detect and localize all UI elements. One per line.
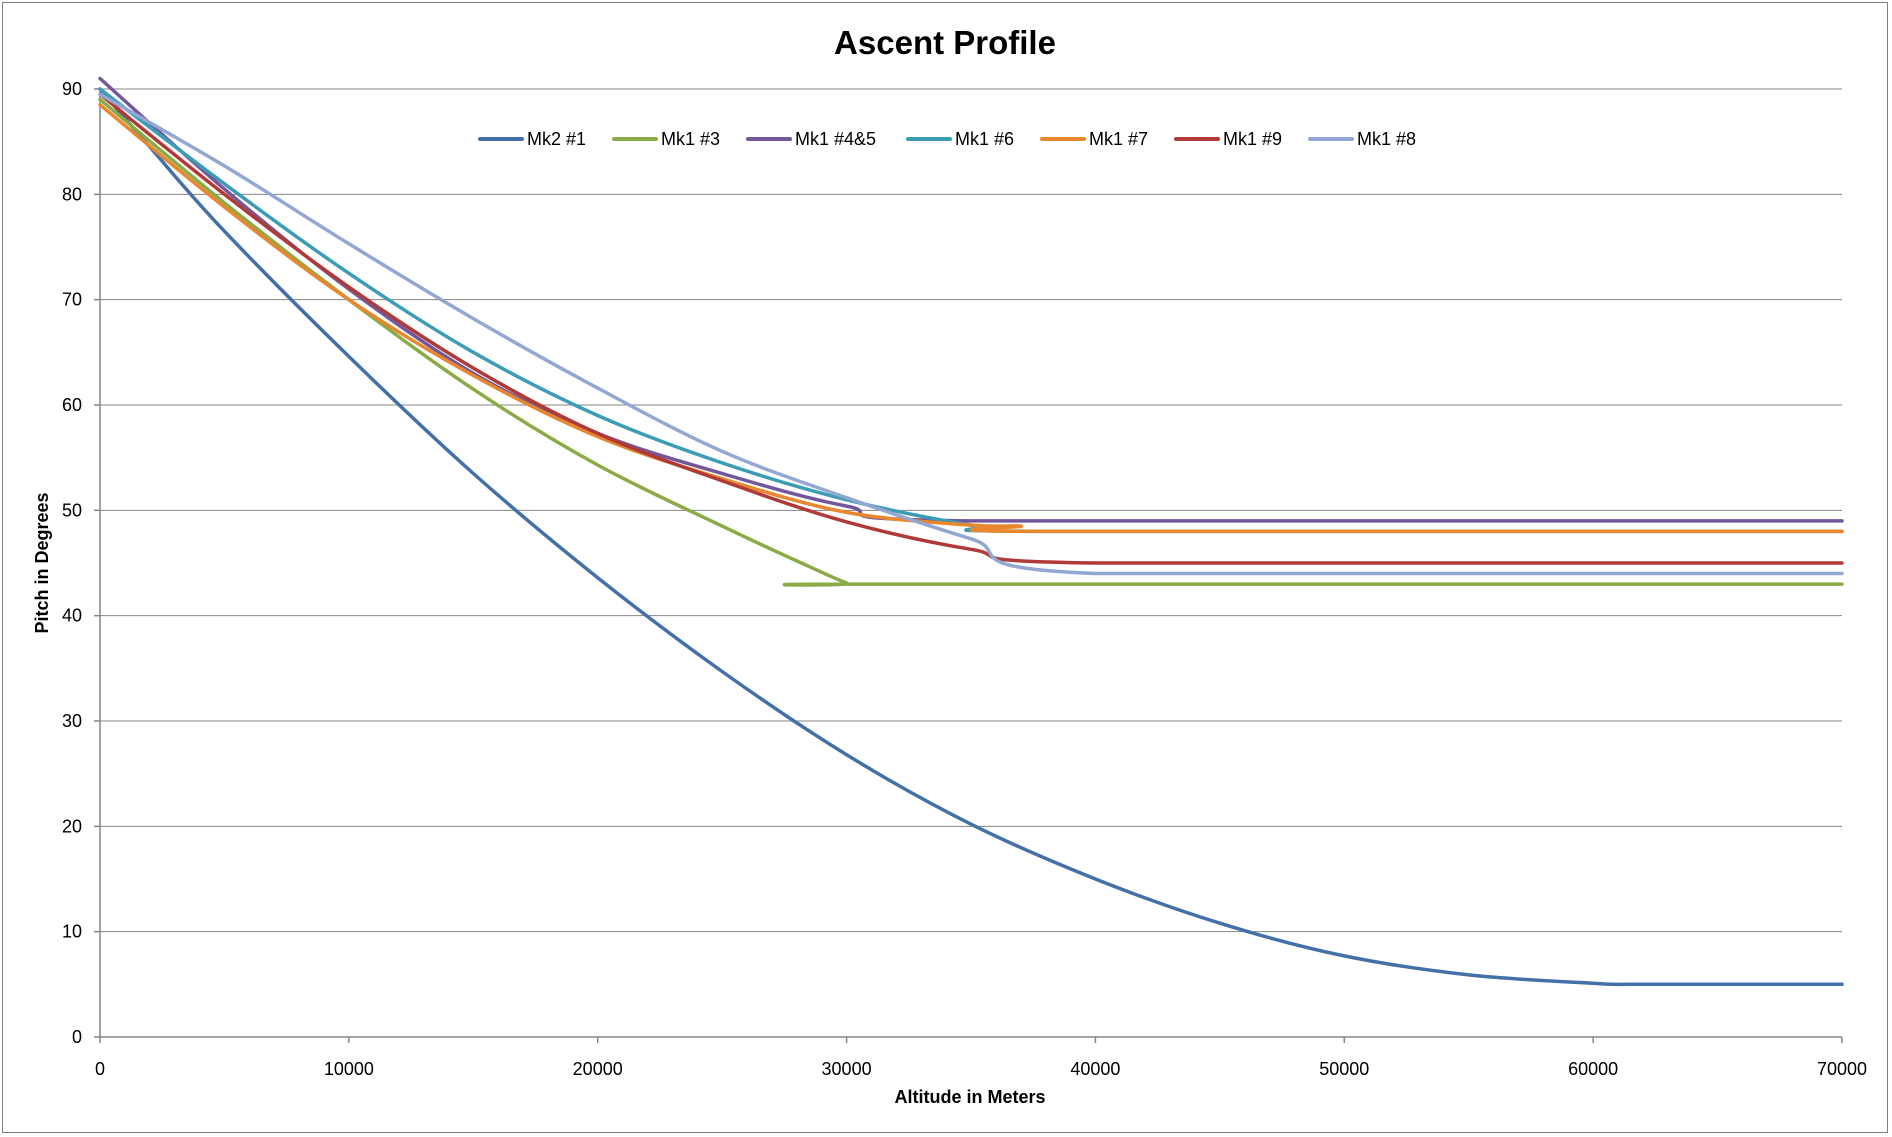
series-line-mk1-8 <box>98 92 1844 576</box>
x-axis-label: Altitude in Meters <box>894 1087 1045 1107</box>
x-tick-labels: 0 10000 20000 30000 40000 50000 60000 70000 <box>95 1059 1867 1079</box>
x-tick-label: 70000 <box>1817 1059 1867 1079</box>
x-tick-label: 20000 <box>573 1059 623 1079</box>
y-tick-label: 70 <box>62 290 82 310</box>
x-tick-label: 0 <box>95 1059 105 1079</box>
legend-label-mk1-8: Mk1 #8 <box>1357 129 1416 149</box>
x-tick-label: 60000 <box>1568 1059 1618 1079</box>
y-tick-label: 90 <box>62 79 82 99</box>
legend-label-mk1-9: Mk1 #9 <box>1223 129 1282 149</box>
y-tick-label: 50 <box>62 500 82 520</box>
y-tick-label: 10 <box>62 922 82 942</box>
y-tick-label: 30 <box>62 711 82 731</box>
series-line-mk1-7 <box>98 103 1844 534</box>
gridlines <box>94 88 1843 1043</box>
series-line-mk1-9 <box>98 92 1844 565</box>
y-tick-label: 20 <box>62 816 82 836</box>
y-tick-label: 0 <box>72 1027 82 1047</box>
x-tick-label: 10000 <box>324 1059 374 1079</box>
legend: Mk2 #1 Mk1 #3 Mk1 #4&5 Mk1 #6 Mk1 #7 Mk1 #9 Mk… <box>478 129 1416 149</box>
series-line-mk1-3 <box>98 97 1844 587</box>
legend-label-mk2-1: Mk2 #1 <box>527 129 586 149</box>
y-axis-label: Pitch in Degrees <box>32 492 52 633</box>
legend-label-mk1-6: Mk1 #6 <box>955 129 1014 149</box>
legend-label-mk1-7: Mk1 #7 <box>1089 129 1148 149</box>
x-tick-label: 50000 <box>1319 1059 1369 1079</box>
y-tick-label: 80 <box>62 184 82 204</box>
series-line-mk2-1 <box>98 87 1844 987</box>
x-tick-label: 40000 <box>1070 1059 1120 1079</box>
x-tick-label: 30000 <box>822 1059 872 1079</box>
y-tick-labels: 0 10 20 30 40 50 60 70 80 90 <box>62 79 82 1047</box>
y-tick-label: 60 <box>62 395 82 415</box>
series-lines <box>98 76 1844 987</box>
chart-title: Ascent Profile <box>834 24 1056 61</box>
y-tick-label: 40 <box>62 606 82 626</box>
axes <box>99 89 1842 1038</box>
legend-label-mk1-4-5: Mk1 #4&5 <box>795 129 876 149</box>
legend-label-mk1-3: Mk1 #3 <box>661 129 720 149</box>
